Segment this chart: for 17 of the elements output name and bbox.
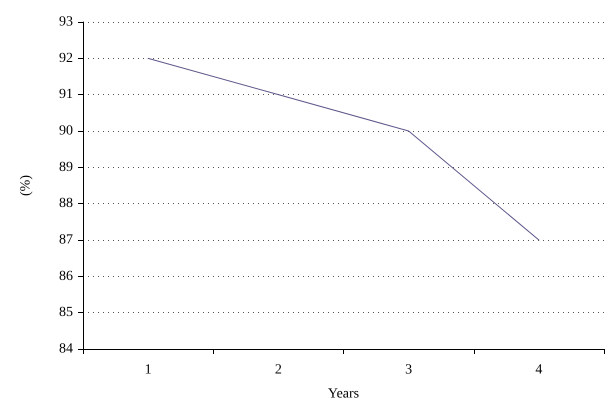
y-axis-title: (%) — [18, 174, 34, 196]
x-tick-label: 4 — [535, 362, 542, 378]
y-tick-label: 92 — [59, 50, 73, 66]
x-axis-title: Years — [328, 386, 360, 402]
line-series — [148, 58, 540, 240]
y-tick-label: 88 — [59, 196, 73, 212]
x-tick-label: 1 — [144, 362, 152, 378]
y-tick-label: 86 — [59, 268, 73, 284]
x-tick-label: 2 — [274, 362, 282, 378]
y-tick-label: 87 — [59, 232, 73, 248]
x-tick-label: 3 — [405, 362, 412, 378]
y-tick-label: 93 — [59, 14, 73, 30]
y-tick-label: 85 — [59, 305, 73, 320]
y-tick-label: 89 — [59, 160, 73, 175]
y-tick-label: 90 — [59, 124, 73, 138]
y-tick-label: 84 — [59, 342, 73, 356]
y-tick-label: 91 — [59, 87, 73, 102]
